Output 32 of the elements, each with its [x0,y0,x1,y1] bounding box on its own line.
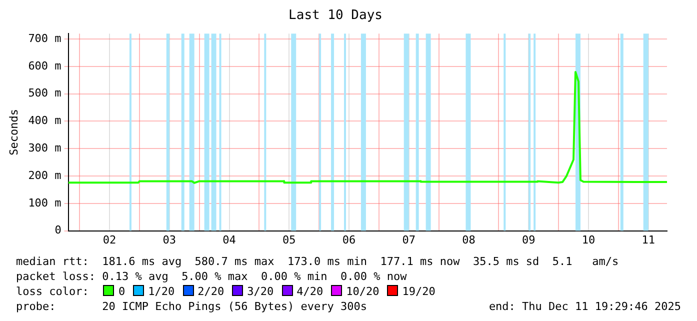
legend-label: 1/20 [148,285,175,298]
legend-label: 10/20 [346,285,380,298]
x-tick-label: 09 [522,233,536,246]
y-tick-label: 0 [54,224,62,237]
text: probe: 20 ICMP Echo Pings (56 Bytes) every 300s [16,300,367,314]
y-tick-label: 400 m [28,114,62,128]
x-tick-label: 02 [102,233,116,246]
x-tick-label: 05 [282,233,296,246]
y-tick-label: 200 m [28,168,62,182]
chart-title: Last 10 Days [288,8,382,24]
y-tick-label: 700 m [28,32,62,45]
x-tick-label: 11 [642,233,655,246]
y-tick-label: 300 m [28,141,62,154]
text: median rtt: 181.6 ms avg 580.7 ms max 173.0 ms min 177.1 ms now 35.5 ms sd 5.1 am/s [16,255,619,269]
text: end: Thu Dec 11 19:29:46 2025 [488,300,681,314]
legend-title: loss color: [16,285,90,298]
x-tick-label: 10 [582,233,596,246]
legend-label: 2/20 [198,285,224,298]
x-tick-label: 08 [462,233,476,246]
x-tick-label: 03 [162,233,176,246]
legend-label: 4/20 [296,285,324,298]
y-tick-label: 600 m [28,59,62,72]
y-axis-title: Seconds [7,109,20,156]
y-tick-label: 100 m [28,196,62,210]
legend-label: 19/20 [402,285,436,298]
text: packet loss: 0.13 % avg 5.00 % max 0.00 % min 0.00 % now [16,270,407,284]
y-tick-label: 500 m [28,86,62,100]
x-tick-label: 04 [222,233,236,246]
x-tick-label: 07 [402,233,416,246]
legend-label: 3/20 [247,285,274,298]
legend-label: 0 [118,285,126,298]
x-tick-label: 06 [342,233,356,246]
